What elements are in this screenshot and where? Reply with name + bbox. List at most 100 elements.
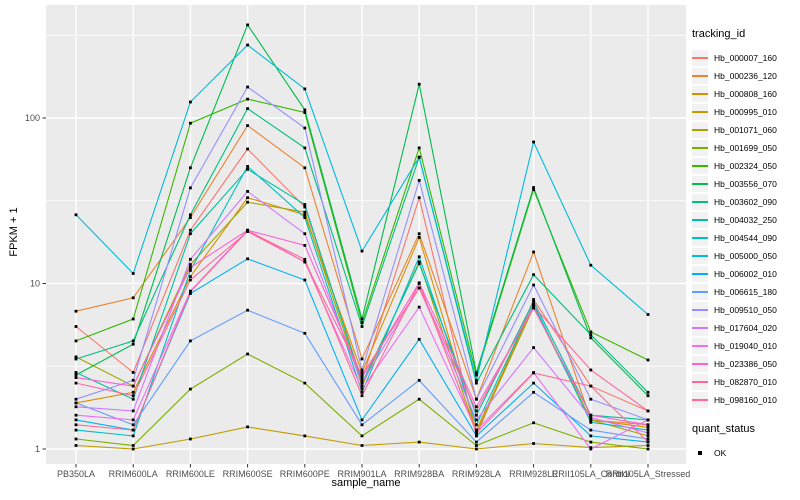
legend-key-line-icon [692, 194, 708, 210]
y-axis-title: FPKM + 1 [8, 207, 20, 257]
data-point [417, 262, 421, 265]
data-point [131, 418, 135, 422]
legend-key-color-line [692, 273, 708, 275]
data-point [532, 421, 535, 425]
legend: tracking_id Hb_000007_160 Hb_000236_120 Hb… [692, 28, 798, 462]
data-point [303, 381, 307, 385]
data-point [131, 371, 135, 374]
legend-item-label: Hb_001071_060 [714, 125, 777, 135]
legend-item-Hb_001699_050: Hb_001699_050 [692, 139, 798, 157]
data-point [360, 368, 364, 372]
legend-key-line-icon [692, 230, 708, 246]
data-point [360, 387, 364, 391]
data-point [74, 418, 78, 422]
data-point [131, 447, 135, 451]
data-point [131, 378, 135, 382]
data-point [646, 444, 650, 447]
data-point [417, 82, 421, 86]
data-point [475, 440, 478, 444]
data-point [246, 85, 249, 89]
data-point [246, 308, 249, 312]
data-point [417, 397, 421, 401]
data-point [131, 317, 135, 321]
data-point [589, 413, 593, 417]
legend-items-tracking-id: Hb_000007_160 Hb_000236_120 Hb_000808_160 H… [692, 49, 798, 409]
data-point [74, 376, 78, 379]
data-point [131, 390, 135, 394]
legend-item-label: Hb_006615_180 [714, 287, 777, 297]
x-tick-label: PB350LA [57, 469, 95, 479]
data-point [532, 283, 535, 287]
legend-item-label: Hb_002324_050 [714, 161, 777, 171]
data-point [74, 381, 78, 385]
data-point [589, 447, 593, 451]
data-point [532, 346, 535, 349]
legend-key-color-line [692, 219, 708, 221]
legend-key-line-icon [692, 104, 708, 120]
data-point [646, 418, 650, 422]
data-point [303, 278, 307, 282]
legend-item-label: Hb_009510_050 [714, 305, 777, 315]
data-point [360, 423, 364, 427]
data-point [532, 306, 535, 310]
data-point [589, 333, 593, 337]
legend-item-Hb_023386_050: Hb_023386_050 [692, 355, 798, 373]
data-point [189, 339, 192, 343]
legend-item-Hb_003602_090: Hb_003602_090 [692, 193, 798, 211]
legend-key-line-icon [692, 320, 708, 336]
data-point [189, 263, 192, 266]
data-point [360, 384, 364, 388]
x-tick-label: RRII105LA_Control [552, 469, 630, 479]
legend-key-color-line [692, 165, 708, 167]
legend-item-label: Hb_000995_010 [714, 107, 777, 117]
legend-key-color-line [692, 57, 708, 59]
x-tick-label: RRIM600LE [166, 469, 215, 479]
legend-title-tracking-id: tracking_id [692, 28, 746, 40]
data-point [246, 196, 249, 200]
data-point [303, 205, 307, 209]
data-point [532, 298, 535, 301]
legend-key-color-line [692, 129, 708, 131]
legend-item-quant-ok: OK [692, 444, 798, 462]
data-point [189, 387, 192, 391]
data-point [74, 444, 78, 447]
data-point [475, 378, 478, 382]
data-point [131, 272, 135, 275]
data-point [475, 444, 478, 447]
legend-key-line-icon [692, 68, 708, 84]
data-point [246, 167, 249, 171]
data-point [417, 260, 421, 264]
data-point [189, 213, 192, 217]
data-point [189, 232, 192, 236]
data-point [74, 357, 78, 361]
data-point [189, 437, 192, 441]
data-point [360, 249, 364, 253]
legend-key-color-line [692, 399, 708, 401]
data-point [532, 250, 535, 254]
y-tick-label: 100 [25, 113, 40, 123]
legend-item-label: OK [714, 448, 727, 458]
data-point [532, 442, 535, 445]
legend-item-Hb_002324_050: Hb_002324_050 [692, 157, 798, 175]
legend-item-label: Hb_004544_090 [714, 233, 777, 243]
data-point [417, 179, 421, 182]
data-point [646, 394, 650, 398]
data-point [303, 111, 307, 114]
data-point [246, 200, 249, 204]
data-point [589, 418, 593, 422]
data-point [189, 186, 192, 190]
data-point [646, 447, 650, 451]
data-point [189, 121, 192, 125]
legend-item-label: Hb_000236_120 [714, 71, 777, 81]
legend-item-Hb_000808_160: Hb_000808_160 [692, 85, 798, 103]
data-point [532, 300, 535, 303]
data-point [417, 146, 421, 150]
x-tick-label: RRIM600LA [109, 469, 158, 479]
data-point [189, 275, 192, 278]
legend-item-Hb_006002_010: Hb_006002_010 [692, 265, 798, 283]
data-point [417, 286, 421, 290]
data-point [360, 444, 364, 447]
data-point [303, 203, 307, 206]
data-point [131, 444, 135, 447]
